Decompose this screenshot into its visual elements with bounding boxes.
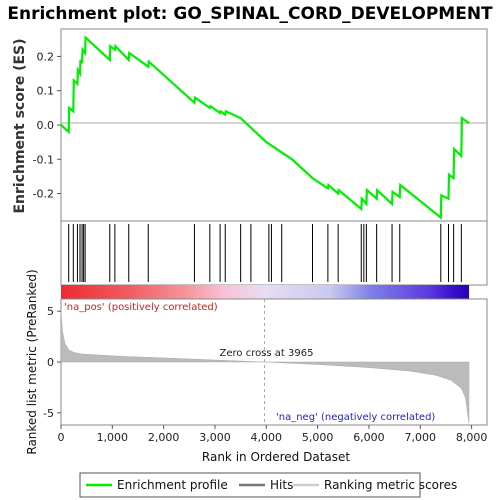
rank-xticks: 0 1,000 2,000 3,000 4,000 5,000 6,000 7,000 8,00… [58, 425, 488, 444]
enrichment-profile-line [60, 35, 470, 220]
zero-cross-label: Zero cross at 3965 [220, 348, 314, 359]
es-panel: 0.2 0.1 0.0 -0.1 -0.2 Enrichment score (ES) [12, 28, 488, 222]
gradient-rect [61, 285, 470, 299]
rank-xtick-label-6: 6,000 [353, 431, 385, 444]
ranking-gradient-bar [61, 285, 470, 299]
rank-xtick-label-8: 8,000 [456, 431, 488, 444]
rank-xtick-label-4: 4,000 [251, 431, 283, 444]
hits-panel [60, 220, 488, 286]
rank-xtick-label-0: 0 [58, 431, 65, 444]
es-ytick-label-4: -0.2 [33, 188, 54, 201]
hits-lines [68, 224, 462, 282]
es-ytick-label-3: -0.1 [33, 153, 54, 166]
es-ylabel: Enrichment score (ES) [12, 38, 28, 213]
pos-label: 'na_pos' (positively correlated) [64, 302, 218, 313]
rank-ylabel: Ranked list metric (PreRanked) [25, 269, 39, 454]
es-ytick-label-0: 0.2 [37, 50, 55, 63]
rank-yticks: 5 0 -5 [43, 305, 61, 420]
rank-xtick-label-3: 3,000 [199, 431, 231, 444]
legend-label-profile: Enrichment profile [117, 478, 228, 492]
rank-panel: Zero cross at 3965 'na_pos' (positively … [25, 269, 488, 464]
neg-label: 'na_neg' (negatively correlated) [276, 412, 435, 423]
rank-xtick-label-7: 7,000 [405, 431, 437, 444]
rank-xtick-label-2: 2,000 [148, 431, 180, 444]
es-ytick-label-2: 0.0 [37, 119, 55, 132]
hits-panel-frame [60, 220, 488, 286]
legend-label-metric: Ranking metric scores [324, 478, 457, 492]
rank-ytick-label-1: 0 [47, 356, 54, 369]
rank-xtick-label-1: 1,000 [97, 431, 129, 444]
rank-ytick-label-2: -5 [43, 407, 54, 420]
legend-label-hits: Hits [270, 478, 293, 492]
rank-ytick-label-0: 5 [47, 305, 54, 318]
es-yticks: 0.2 0.1 0.0 -0.1 -0.2 [33, 50, 61, 201]
rank-xtick-label-5: 5,000 [302, 431, 334, 444]
chart-title: Enrichment plot: GO_SPINAL_CORD_DEVELOPM… [7, 4, 493, 24]
es-ytick-label-1: 0.1 [37, 85, 55, 98]
es-panel-frame [60, 28, 488, 222]
legend: Enrichment profile Hits Ranking metric s… [79, 472, 457, 498]
rank-xlabel: Rank in Ordered Dataset [202, 450, 350, 464]
